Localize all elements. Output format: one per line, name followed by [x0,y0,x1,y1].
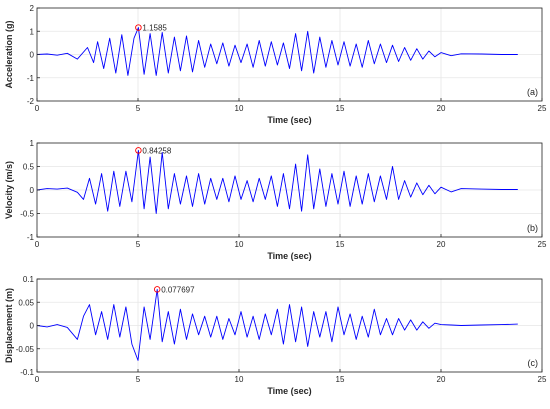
x-tick-label: 25 [538,375,547,384]
peak-marker [135,24,142,31]
x-tick-label: 15 [336,375,345,384]
x-axis-label: Time (sec) [267,115,311,125]
x-tick-label: 0 [35,240,40,249]
y-tick-label: 0 [30,322,35,331]
y-tick-label: 1 [30,139,35,148]
x-tick-label: 0 [35,375,40,384]
x-tick-label: 15 [336,104,345,113]
x-tick-label: 10 [235,375,244,384]
y-axis-label: Acceleration (g) [4,20,14,88]
x-tick-label: 20 [437,240,446,249]
series-line-1 [36,149,518,214]
y-tick-label: 0 [30,51,35,60]
y-tick-label: -0.1 [20,368,34,377]
y-axis-label: Velocity (m/s) [4,161,14,219]
chart-panel-2: 0 5 10 15 20 25 -1 -0.5 0 0.5 1 Time (sec) Velocity … [4,139,547,261]
panel-label: (c) [528,358,539,368]
y-tick-label: 0.5 [23,163,35,172]
y-tick-label: -0.5 [20,210,34,219]
y-tick-label: -2 [27,97,35,106]
x-tick-label: 0 [35,104,40,113]
chart-panel-1: 0 5 10 15 20 25 -2 -1 0 1 2 Time (sec) Acceleration … [4,4,547,125]
panel-label: (a) [527,87,538,97]
x-tick-label: 15 [336,240,345,249]
x-axis-label: Time (sec) [267,251,311,261]
x-axis-label: Time (sec) [267,386,311,396]
peak-label: 0.077697 [161,285,195,294]
peak-label: 1.1585 [142,24,167,33]
y-tick-label: 1 [30,27,35,36]
x-tick-label: 5 [136,375,141,384]
x-tick-label: 20 [437,375,446,384]
chart-panel-3: 0 5 10 15 20 25 -0.1 -0.05 0 0.05 0.1 Time (sec) Dis… [4,275,547,396]
series-line-1 [36,27,518,76]
peak-marker [135,147,142,154]
y-tick-label: 0 [30,186,35,195]
x-tick-label: 25 [538,104,547,113]
panel-label: (b) [527,223,538,233]
y-tick-label: 2 [30,4,35,13]
x-tick-label: 20 [437,104,446,113]
y-tick-label: -0.05 [16,345,35,354]
y-tick-label: -1 [27,233,35,242]
x-tick-label: 5 [136,240,141,249]
y-axis-label: Displacement (m) [4,288,14,363]
x-tick-label: 10 [235,240,244,249]
y-tick-label: 0.1 [23,275,35,284]
y-tick-label: -1 [27,74,35,83]
x-tick-label: 25 [538,240,547,249]
x-tick-label: 10 [235,104,244,113]
peak-marker [153,286,161,293]
x-tick-label: 5 [136,104,141,113]
y-tick-label: 0.05 [18,298,34,307]
peak-label: 0.84258 [142,146,171,155]
series-line-1 [36,288,518,361]
